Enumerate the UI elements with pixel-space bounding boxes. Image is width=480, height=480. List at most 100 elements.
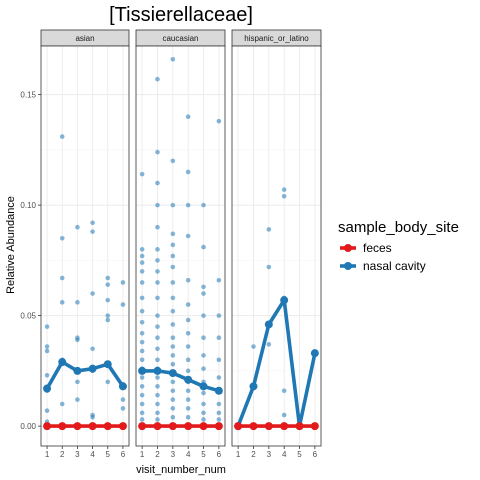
x-tick-label: 2: [251, 450, 256, 459]
scatter-point: [281, 193, 287, 199]
scatter-point: [139, 348, 145, 354]
x-tick-label: 3: [267, 450, 272, 459]
scatter-point: [139, 280, 145, 285]
y-axis: 0.00 0.05 0.10 0.15: [20, 91, 41, 431]
scatter-point: [201, 284, 206, 290]
facet-strip-label: asian: [75, 34, 94, 43]
scatter-point: [201, 244, 206, 250]
series-point: [118, 382, 127, 391]
scatter-point: [185, 406, 191, 411]
scatter-point: [170, 242, 176, 248]
scatter-point: [216, 277, 222, 283]
panel-background: [232, 46, 321, 446]
series-point: [168, 422, 177, 431]
scatter-point: [170, 397, 176, 402]
scatter-point: [139, 319, 145, 325]
scatter-point: [90, 414, 95, 420]
scatter-point: [216, 335, 222, 341]
scatter-point: [44, 344, 50, 349]
series-point: [73, 366, 82, 375]
scatter-point: [155, 410, 160, 416]
x-tick-label: 2: [155, 450, 160, 459]
scatter-point: [216, 118, 222, 124]
scatter-point: [59, 235, 65, 241]
scatter-point: [44, 348, 50, 354]
scatter-point: [185, 397, 191, 402]
scatter-point: [185, 317, 191, 323]
scatter-point: [139, 375, 145, 380]
series-point: [153, 366, 162, 375]
series-point: [264, 422, 273, 431]
scatter-point: [170, 388, 176, 394]
panel-border: [231, 45, 322, 447]
scatter-point: [139, 308, 145, 314]
scatter-point: [155, 335, 160, 341]
series-point: [103, 360, 112, 369]
legend: sample_body_site feces nasal cavity: [338, 219, 459, 273]
panel-background: [136, 46, 225, 446]
x-tick-label: 6: [313, 450, 318, 459]
scatter-point: [281, 187, 287, 192]
scatter-point: [170, 353, 176, 358]
scatter-point: [201, 291, 206, 296]
scatter-point: [185, 233, 191, 239]
scatter-points: [139, 56, 222, 429]
series-point: [58, 358, 67, 367]
legend-title: sample_body_site: [338, 219, 459, 236]
scatter-point: [90, 346, 95, 352]
scatter-point: [155, 258, 160, 263]
scatter-point: [105, 282, 111, 287]
scatter-point: [216, 401, 222, 407]
scatter-point: [139, 295, 145, 301]
scatter-point: [105, 275, 111, 281]
panel-border: [135, 45, 226, 447]
x-axis-label: visit_number_num: [136, 464, 226, 476]
scatter-point: [185, 330, 191, 336]
series-point: [264, 320, 273, 329]
scatter-point: [216, 417, 222, 422]
x-axis: 1 2 3 4 5 6: [45, 446, 126, 459]
x-tick-label: 1: [236, 450, 241, 459]
scatter-point: [185, 368, 191, 374]
scatter-point: [185, 169, 191, 175]
scatter-point: [216, 313, 222, 318]
scatter-point: [281, 388, 287, 394]
series-point: [214, 386, 223, 395]
scatter-point: [155, 149, 160, 155]
scatter-point: [170, 280, 176, 285]
panel-background: [41, 46, 129, 446]
facet-strip-label: caucasian: [162, 34, 198, 43]
scatter-point: [170, 231, 176, 237]
series-point: [73, 422, 82, 431]
scatter-point: [185, 277, 191, 283]
scatter-point: [155, 202, 160, 208]
scatter-point: [170, 322, 176, 327]
chart-title: [Tissierellaceae]: [109, 4, 253, 26]
facet-caucasian: caucasian 1 2 3 4 5 6: [135, 29, 226, 459]
scatter-point: [44, 372, 50, 378]
scatter-point: [170, 335, 176, 341]
series-point: [199, 422, 208, 431]
series-nasal-cavity: [43, 358, 127, 393]
x-tick-label: 1: [140, 450, 145, 459]
scatter-point: [155, 247, 160, 252]
scatter-point: [139, 384, 145, 389]
legend-entry-nasal-cavity: nasal cavity: [340, 259, 426, 273]
series-point: [88, 422, 97, 431]
legend-entry-feces: feces: [340, 241, 392, 255]
scatter-point: [170, 361, 176, 367]
legend-label: feces: [363, 241, 392, 255]
legend-key-point: [344, 244, 352, 252]
scatter-point: [185, 302, 191, 307]
series-point: [249, 422, 258, 431]
series-point: [138, 366, 147, 375]
scatter-point: [266, 227, 272, 232]
scatter-point: [170, 295, 176, 301]
series-point: [43, 384, 52, 393]
scatter-point: [59, 401, 65, 407]
scatter-point: [75, 224, 80, 230]
series-point: [138, 422, 147, 431]
x-tick-label: 6: [121, 450, 126, 459]
